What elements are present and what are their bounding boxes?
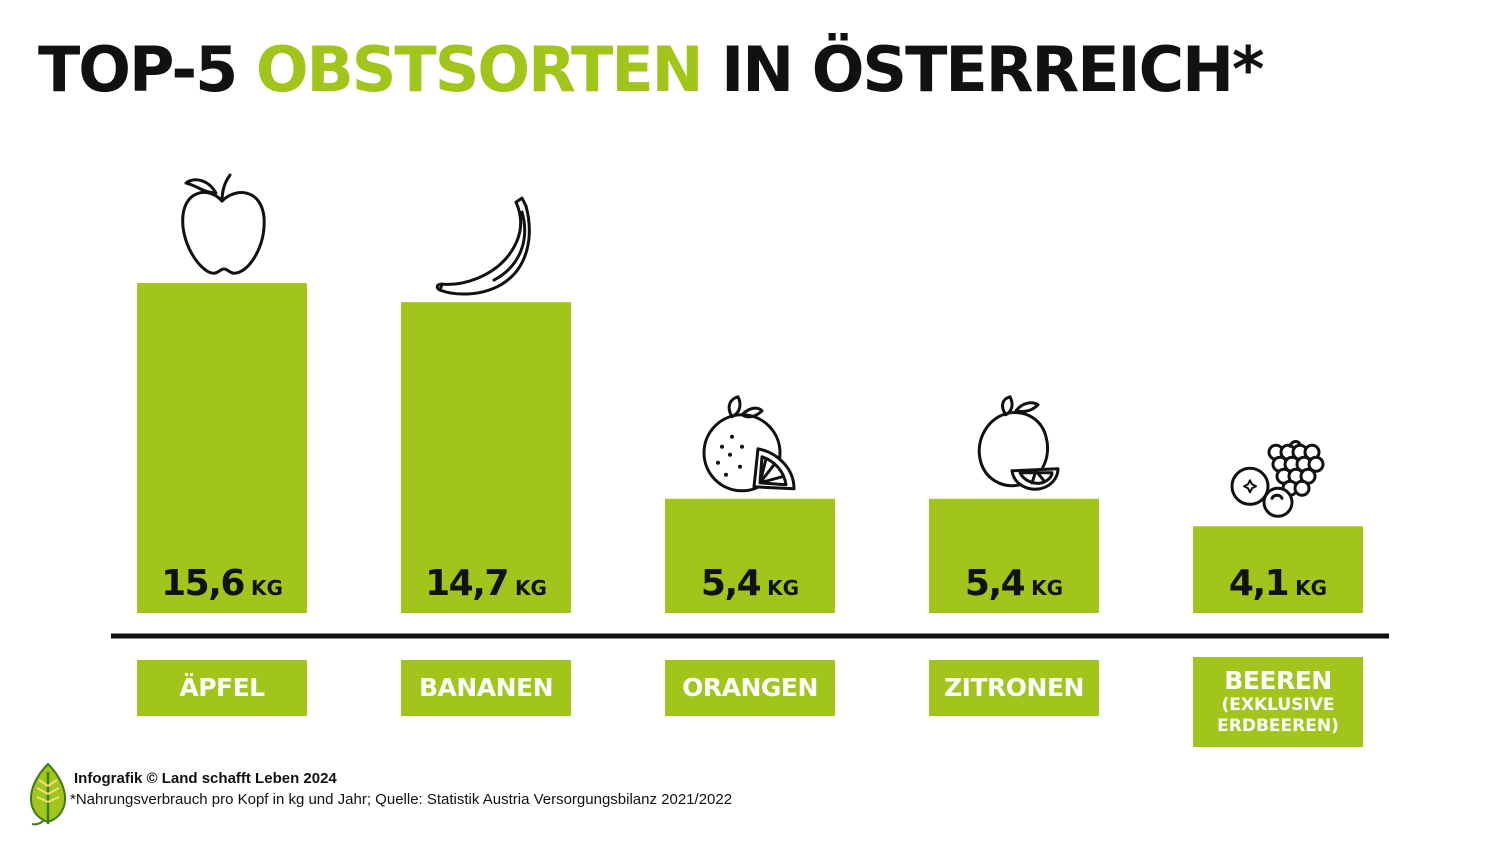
title-part-3: IN ÖSTERREICH* xyxy=(701,33,1264,106)
category-name: ZITRONEN xyxy=(944,673,1084,702)
value-unit: KG xyxy=(1295,576,1327,600)
value-number: 5,4 xyxy=(701,563,761,604)
category-name: ÄPFEL xyxy=(179,673,265,702)
value-number: 15,6 xyxy=(161,563,244,604)
data-label-4: 5,4 KG xyxy=(965,563,1063,604)
category-name: BEEREN xyxy=(1224,666,1332,695)
orange-icon xyxy=(702,395,796,493)
data-label-3: 5,4 KG xyxy=(701,563,799,604)
value-unit: KG xyxy=(251,576,283,600)
data-label-1: 15,6 KG xyxy=(161,563,283,604)
category-label-2: BANANEN xyxy=(401,660,571,716)
value-unit: KG xyxy=(767,576,799,600)
lemon-icon xyxy=(977,395,1060,491)
category-label-4: ZITRONEN xyxy=(929,660,1099,716)
value-number: 4,1 xyxy=(1229,563,1288,604)
value-unit: KG xyxy=(515,576,547,600)
title-part-2: OBSTSORTEN xyxy=(255,33,704,106)
data-label-5: 4,1 KG xyxy=(1229,563,1327,604)
bar-1 xyxy=(137,283,307,613)
footnote-text: *Nahrungsverbrauch pro Kopf in kg und Ja… xyxy=(70,791,733,808)
value-unit: KG xyxy=(1031,576,1063,600)
category-label-1: ÄPFEL xyxy=(137,660,307,716)
category-label-5: BEEREN (EXKLUSIVE ERDBEEREN) xyxy=(1193,657,1363,747)
value-number: 5,4 xyxy=(965,563,1025,604)
apple-icon xyxy=(181,173,266,275)
bar-2 xyxy=(401,302,571,613)
berries-icon xyxy=(1230,439,1325,518)
bar-4 xyxy=(929,498,1099,613)
category-label-text: BANANEN xyxy=(418,673,554,702)
category-name: BANANEN xyxy=(418,673,554,702)
title-part-1: TOP-5 xyxy=(38,33,256,106)
bar-5 xyxy=(1193,526,1363,613)
bar-3 xyxy=(665,498,835,613)
category-label-3: ORANGEN xyxy=(665,660,835,716)
category-label-text: ORANGEN xyxy=(682,674,818,702)
banana-icon xyxy=(435,196,531,296)
category-label-text: ÄPFEL xyxy=(179,673,265,702)
bars-layer: 15,6 KG 14,7 KG 5,4 KG 5,4 KG 4,1 KG xyxy=(137,173,1363,613)
data-label-2: 14,7 KG xyxy=(425,563,547,604)
category-note: (EXKLUSIVE ERDBEEREN) xyxy=(1217,695,1339,736)
category-label-text: BEEREN (EXKLUSIVE ERDBEEREN) xyxy=(1193,667,1363,737)
credit-text: Infografik © Land schafft Leben 2024 xyxy=(74,770,337,787)
category-label-text: ZITRONEN xyxy=(944,674,1084,702)
chart-title: TOP-5 OBSTSORTEN IN ÖSTERREICH* xyxy=(38,28,1264,112)
value-number: 14,7 xyxy=(425,563,508,604)
category-name: ORANGEN xyxy=(682,673,818,702)
leaf-logo-icon xyxy=(30,762,66,826)
